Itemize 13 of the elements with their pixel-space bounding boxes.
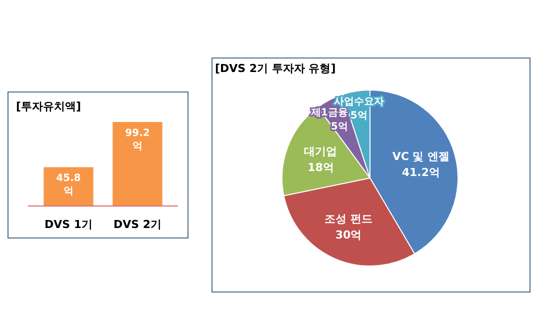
- data-label: 99.2 억: [125, 128, 150, 152]
- data-label: 5억: [350, 110, 368, 122]
- data-label: 18억: [308, 161, 334, 174]
- data-label: 45.8 억: [56, 173, 81, 198]
- x-tick-label: DVS 1기: [44, 218, 93, 231]
- slice-label: VC 및 엔젤: [392, 150, 450, 164]
- x-tick-label: DVS 2기: [113, 218, 162, 231]
- data-label: 41.2억: [402, 166, 440, 180]
- slice-label: 조성 펀드: [324, 212, 372, 226]
- chart-title: [DVS 2기 투자자 유형]: [215, 62, 336, 75]
- chart-title: [투자유치액]: [16, 100, 82, 113]
- slice-label: 대기업: [304, 145, 338, 158]
- data-label: 30억: [335, 228, 362, 242]
